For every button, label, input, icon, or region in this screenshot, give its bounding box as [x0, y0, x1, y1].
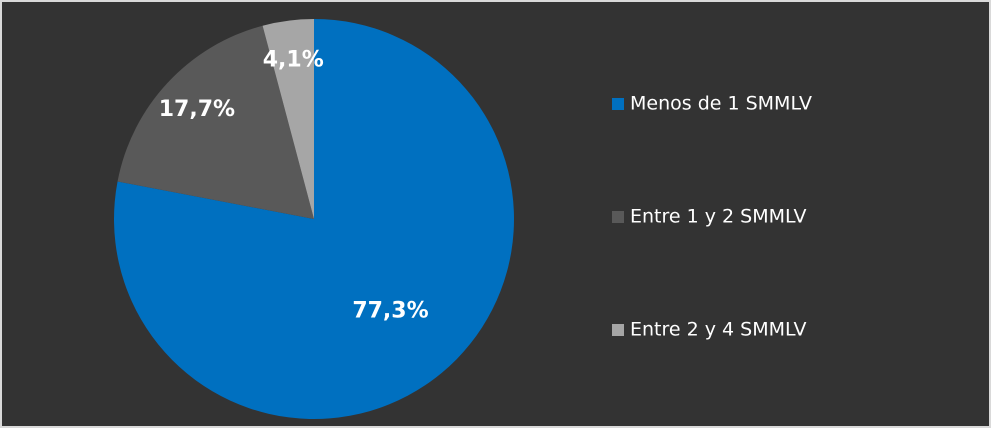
legend-label: Entre 1 y 2 SMMLV — [630, 206, 807, 228]
legend-swatch — [612, 324, 624, 336]
data-label: 77,3% — [352, 298, 428, 323]
pie-slice — [262, 19, 314, 219]
legend-swatch — [612, 98, 624, 110]
legend-label: Menos de 1 SMMLV — [630, 93, 812, 115]
data-label: 17,7% — [159, 97, 235, 122]
legend-label: Entre 2 y 4 SMMLV — [630, 319, 807, 341]
pie-slice — [117, 25, 314, 220]
legend-swatch — [612, 211, 624, 223]
data-label: 4,1% — [263, 47, 324, 72]
